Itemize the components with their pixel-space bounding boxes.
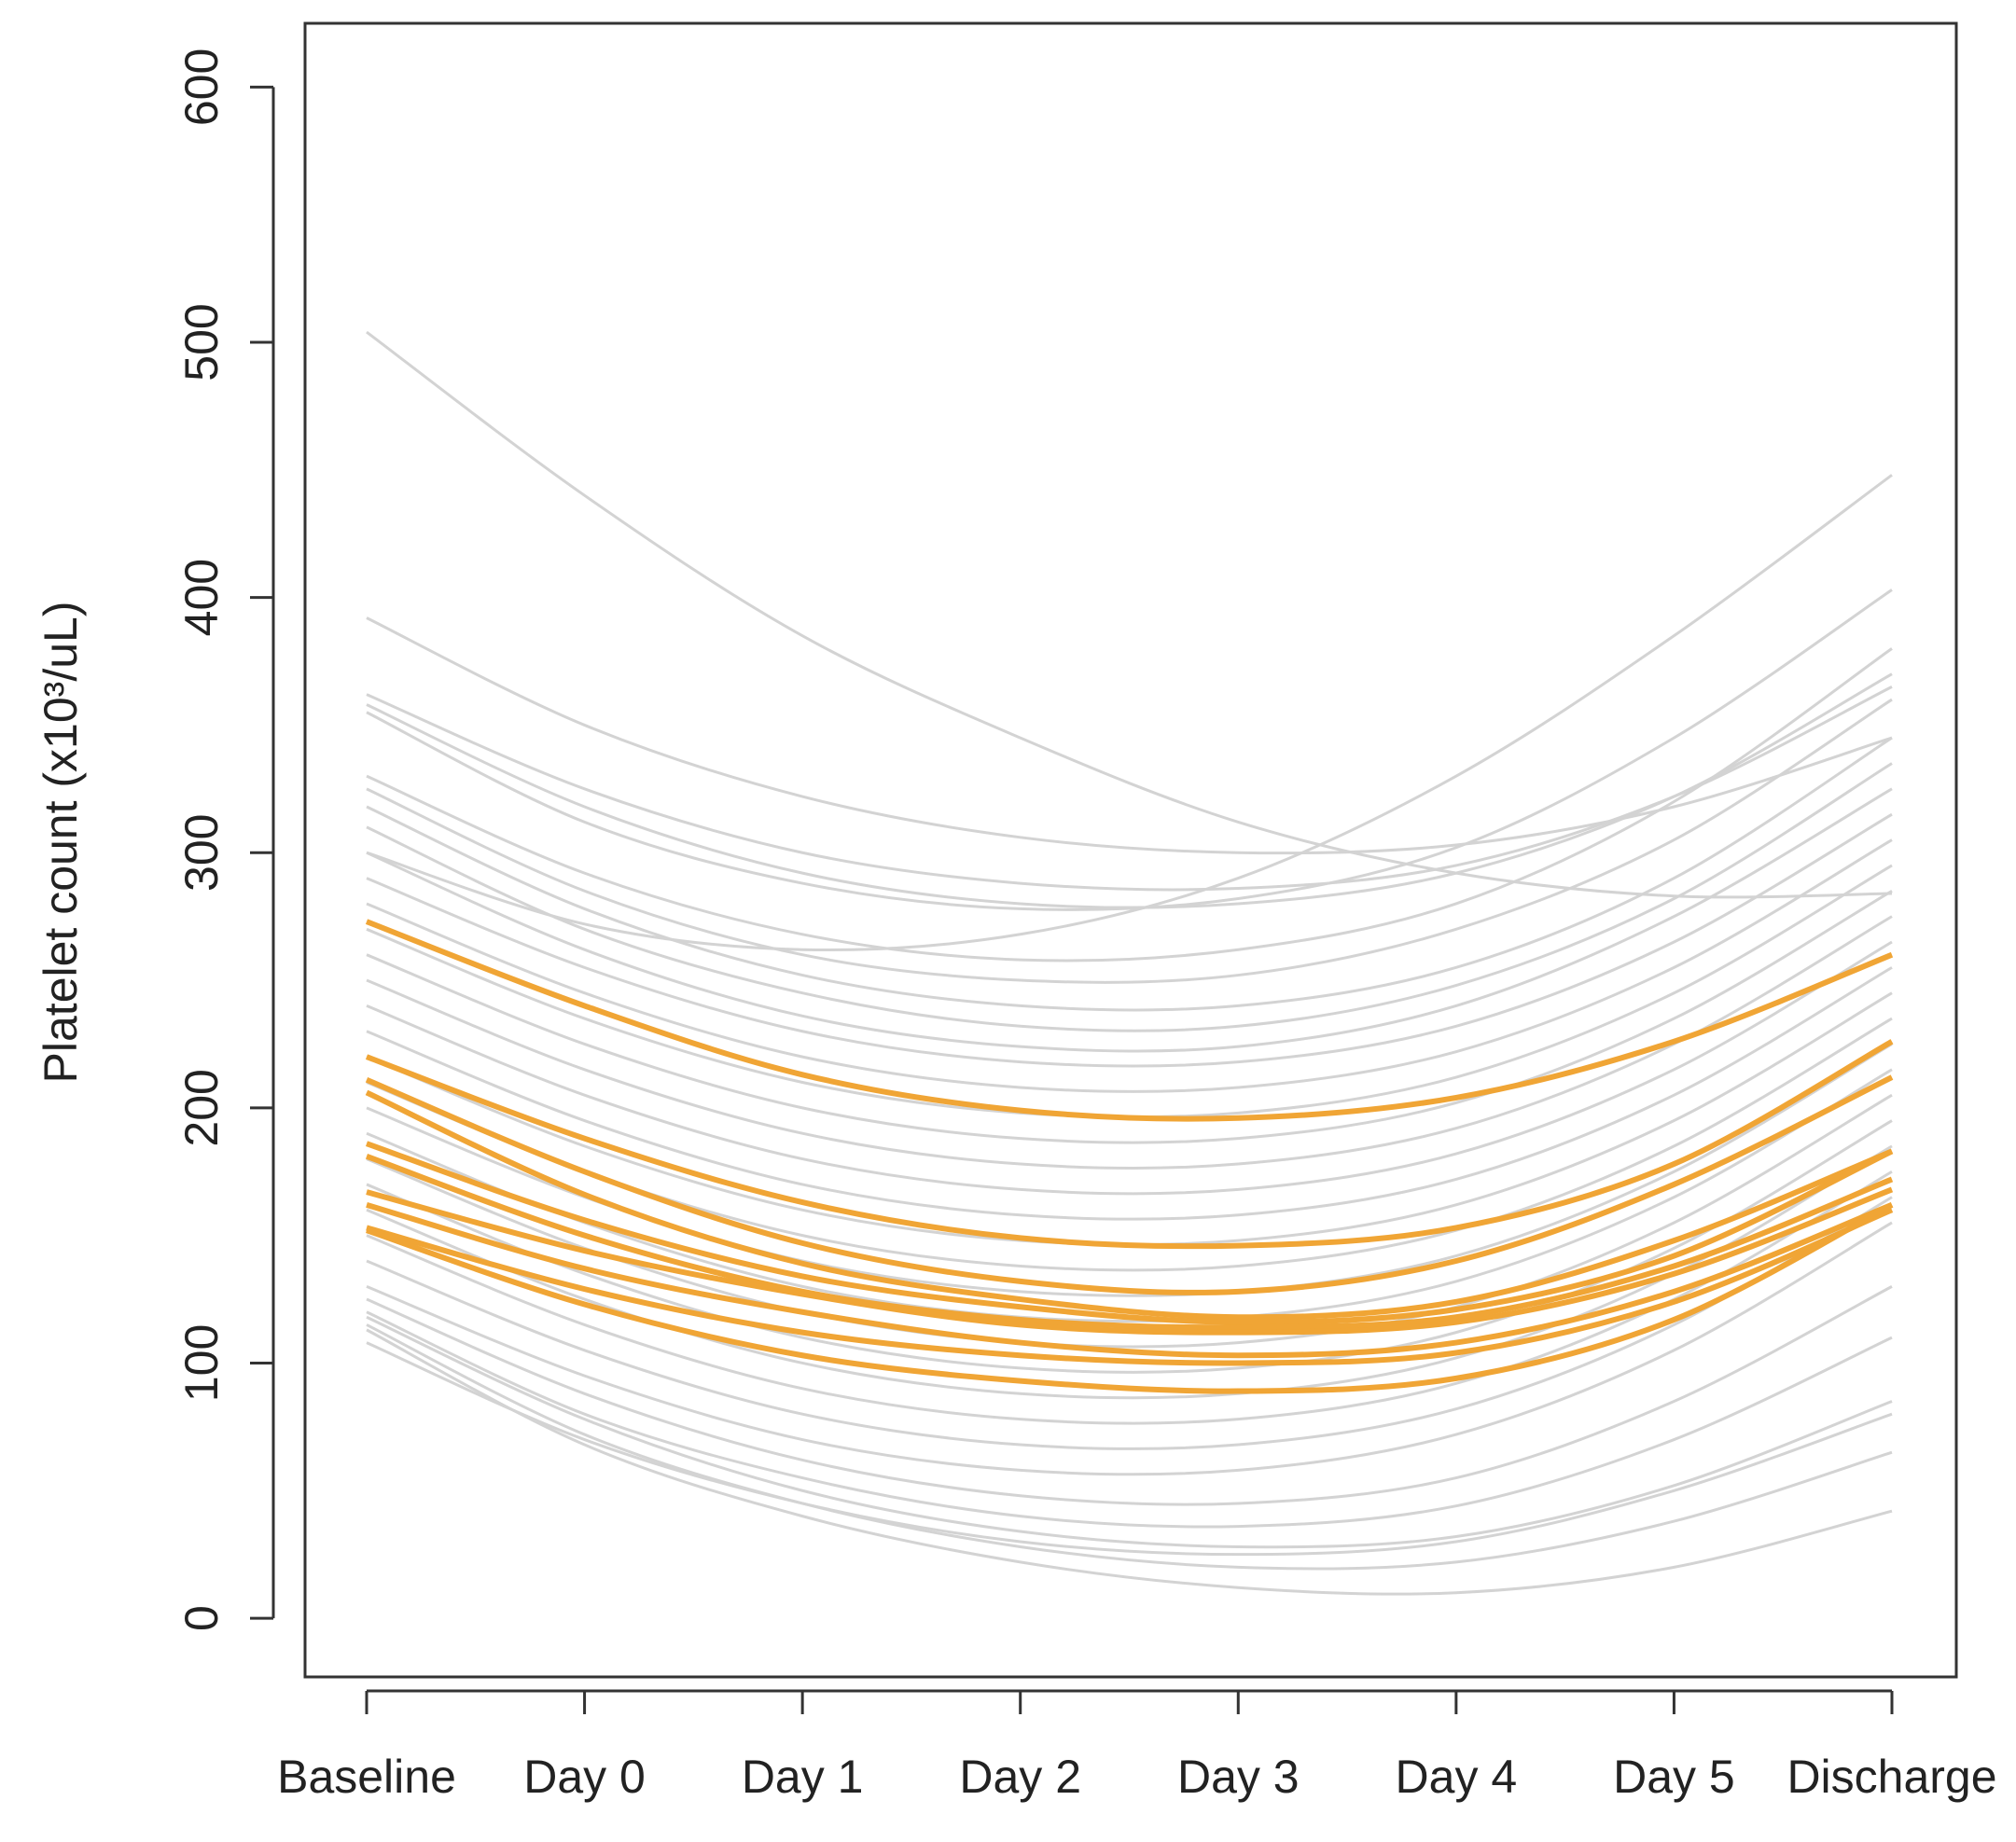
trajectory-line [366,966,1893,1221]
trajectory-line [366,1207,1894,1366]
trajectory-line [365,1089,1894,1321]
trajectory-line [366,1221,1893,1476]
trajectory-line [366,647,1893,963]
x-tick-label: Day 4 [1396,1751,1518,1803]
trajectory-line [366,1315,1893,1549]
trajectory-line [366,787,1893,1053]
trajectory-line [366,1323,1893,1571]
y-tick-label: 200 [175,1069,228,1146]
trajectory-line [366,698,1893,984]
trajectory-line [366,1310,1893,1529]
trajectory-line [365,919,1894,1122]
y-tick-label: 0 [175,1605,228,1631]
trajectory-line [365,1154,1894,1331]
y-tick-label: 600 [175,48,228,126]
trajectory-line [366,736,1893,1012]
trajectory-line [366,940,1893,1196]
y-tick-label: 100 [175,1324,228,1402]
plot-box [303,21,1958,1679]
trajectory-line [366,1201,1894,1359]
y-axis-label: Platelet count (x10³/uL) [35,602,87,1084]
trajectory-line [366,1119,1893,1374]
trajectory-line [366,838,1893,1093]
trajectory-line [366,812,1893,1068]
trajectory-line [366,1285,1893,1506]
trajectory-line [365,1039,1894,1250]
trajectory-line [366,686,1893,892]
x-tick-label: Day 3 [1177,1751,1300,1803]
trajectory-line [366,762,1893,1032]
trajectory-line [366,915,1893,1170]
trajectory-line [366,1328,1893,1596]
trajectory-line [365,1074,1894,1295]
y-tick-label: 500 [175,303,228,381]
x-tick-label: Day 5 [1613,1751,1735,1803]
y-tick-label: 400 [175,559,228,636]
x-tick-label: Day 0 [523,1751,646,1803]
trajectory-line [366,672,1893,909]
trajectory-line [366,330,1893,899]
trajectory-line [366,1202,1894,1394]
trajectory-line [366,1068,1893,1323]
trajectory-line [366,1186,1894,1336]
x-tick-label: Day 2 [959,1751,1081,1803]
x-tick-label: Baseline [277,1751,456,1803]
trajectory-line [366,589,1893,911]
trajectory-line [366,1341,1893,1557]
trajectory-line [366,616,1893,855]
trajectory-line [366,1141,1894,1325]
trajectory-line [366,1196,1893,1450]
trajectory-line [366,889,1893,1144]
y-tick-label: 300 [175,814,228,892]
x-tick-label: Discharge [1787,1751,1996,1803]
x-tick-label: Day 1 [742,1751,864,1803]
trajectory-line [366,474,1893,952]
